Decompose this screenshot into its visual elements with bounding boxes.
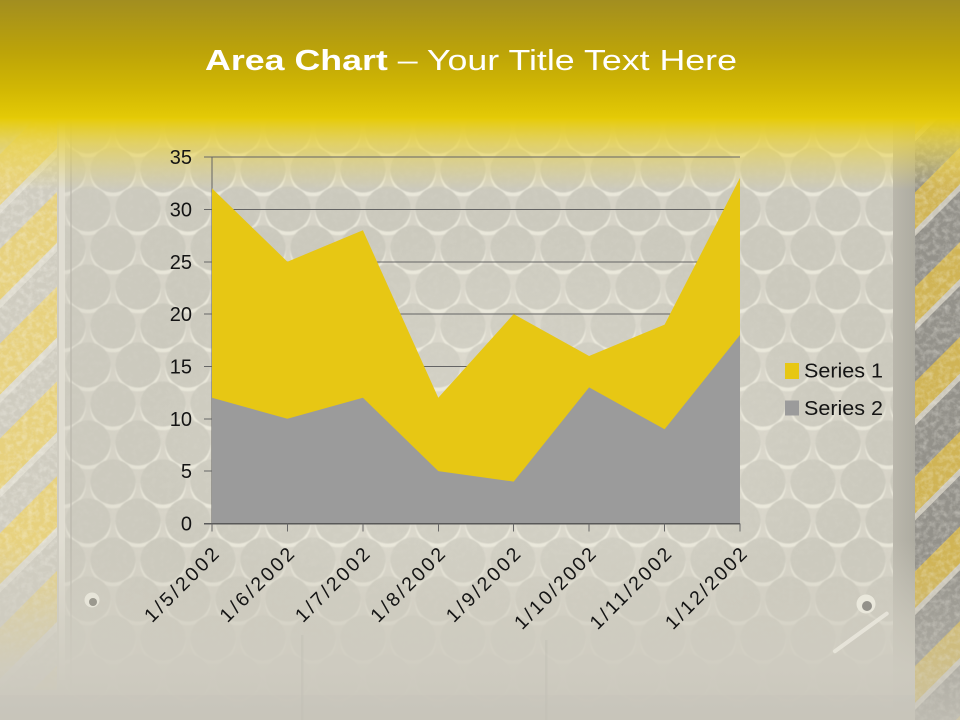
- svg-text:35: 35: [170, 147, 192, 169]
- svg-text:0: 0: [181, 514, 192, 536]
- svg-text:Area Chart – Your Title Text H: Area Chart – Your Title Text Here: [205, 45, 737, 77]
- svg-text:10: 10: [170, 409, 192, 431]
- svg-text:5: 5: [181, 461, 192, 483]
- svg-text:15: 15: [170, 357, 192, 379]
- svg-text:25: 25: [170, 252, 192, 274]
- svg-text:Series 2: Series 2: [804, 398, 883, 420]
- svg-text:20: 20: [170, 304, 192, 326]
- svg-text:Series 1: Series 1: [804, 361, 883, 383]
- svg-text:30: 30: [170, 199, 192, 221]
